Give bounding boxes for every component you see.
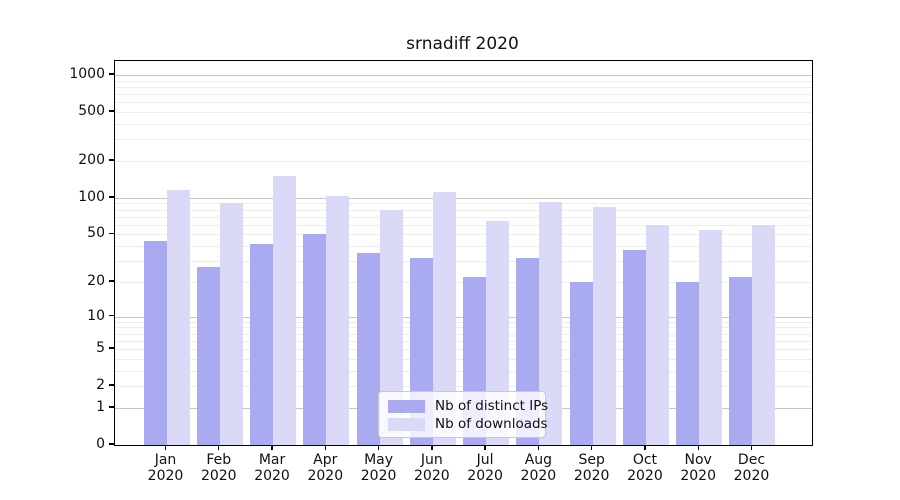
x-axis-tick: [697, 445, 699, 451]
x-axis-tick: [644, 445, 646, 451]
minor-gridline: [115, 160, 812, 162]
x-axis-tick: [324, 445, 326, 451]
bar-distinct-ips-dec: [729, 277, 753, 445]
bar-distinct-ips-may: [356, 253, 380, 445]
y-axis-tick: [109, 159, 114, 161]
bar-distinct-ips-nov: [676, 281, 700, 445]
legend-swatch-downloads: [388, 417, 425, 431]
legend-swatch-distinct-ips: [388, 399, 425, 413]
legend-label-distinct-ips: Nb of distinct IPs: [435, 398, 549, 414]
x-axis-label: Apr 2020: [307, 452, 344, 484]
y-axis-tick: [109, 280, 114, 282]
x-axis-tick: [590, 445, 593, 451]
bar-distinct-ips-mar: [250, 243, 274, 445]
y-axis-label: 50: [87, 225, 105, 242]
minor-gridline: [115, 86, 812, 88]
minor-gridline: [115, 112, 812, 114]
y-axis-label: 0: [96, 436, 105, 452]
y-axis-label: 200: [78, 151, 105, 168]
x-axis-label: Nov 2020: [680, 452, 716, 484]
legend-entry-distinct-ips: Nb of distinct IPs: [388, 398, 548, 414]
bar-downloads-jan: [166, 189, 190, 445]
bar-downloads-dec: [752, 224, 776, 445]
x-axis-tick: [271, 445, 273, 451]
x-axis-tick: [164, 445, 167, 451]
y-axis-tick: [109, 347, 114, 349]
plot-area: [114, 60, 813, 446]
major-gridline: [115, 197, 812, 199]
bar-downloads-jul: [486, 221, 510, 445]
y-axis-tick: [109, 196, 114, 198]
x-axis-tick: [750, 445, 753, 451]
minor-gridline: [115, 94, 812, 96]
y-axis-tick: [109, 110, 114, 112]
major-gridline: [115, 75, 812, 76]
y-axis-label: 1: [96, 398, 105, 415]
y-axis-label: 2: [96, 377, 105, 394]
x-axis-label: Dec 2020: [733, 452, 770, 484]
bar-downloads-apr: [326, 195, 350, 445]
y-axis-label: 20: [87, 272, 105, 289]
bar-distinct-ips-apr: [303, 234, 327, 445]
y-axis-tick: [109, 384, 114, 386]
x-axis-label: Mar 2020: [254, 452, 290, 484]
y-axis-label: 1000: [69, 66, 105, 82]
minor-gridline: [115, 224, 812, 226]
x-axis-tick: [431, 445, 433, 451]
y-axis-label: 100: [78, 188, 105, 205]
bar-distinct-ips-feb: [196, 266, 220, 445]
minor-gridline: [115, 80, 812, 82]
y-axis-label: 10: [87, 307, 105, 324]
x-axis-label: Feb 2020: [200, 452, 237, 484]
x-axis-tick: [537, 445, 540, 451]
minor-gridline: [115, 139, 812, 141]
x-axis-tick: [484, 445, 486, 451]
x-axis-label: Sep 2020: [573, 452, 610, 484]
minor-gridline: [115, 246, 812, 248]
minor-gridline: [115, 261, 812, 263]
bar-downloads-sep: [592, 207, 616, 445]
bar-downloads-nov: [699, 230, 723, 445]
x-axis-label: Aug 2020: [520, 452, 557, 484]
minor-gridline: [115, 203, 812, 205]
bar-distinct-ips-sep: [569, 281, 593, 445]
legend-label-downloads: Nb of downloads: [435, 416, 548, 432]
minor-gridline: [115, 209, 812, 211]
bar-downloads-aug: [539, 201, 563, 445]
bar-downloads-feb: [219, 203, 243, 445]
y-axis-tick: [109, 314, 114, 317]
x-axis-label: Jun 2020: [414, 452, 450, 484]
minor-gridline: [115, 216, 812, 218]
legend-entry-downloads: Nb of downloads: [388, 416, 548, 432]
bar-downloads-oct: [645, 224, 669, 445]
x-axis-label: Jul 2020: [467, 452, 503, 484]
x-axis-tick: [218, 445, 220, 451]
y-axis-tick: [109, 406, 114, 408]
x-axis-label: Oct 2020: [627, 452, 663, 484]
bar-distinct-ips-oct: [622, 250, 646, 445]
legend: Nb of distinct IPs Nb of downloads: [378, 391, 548, 438]
minor-gridline: [115, 234, 812, 236]
y-axis-tick: [109, 232, 114, 235]
x-axis-label: May 2020: [360, 452, 397, 484]
minor-gridline: [115, 102, 812, 104]
y-axis-tick: [109, 73, 114, 75]
chart-title: srnadiff 2020: [406, 34, 519, 54]
y-axis-label: 500: [78, 103, 105, 120]
bar-downloads-jun: [432, 191, 456, 445]
bar-distinct-ips-jan: [143, 241, 167, 445]
bar-downloads-mar: [273, 176, 297, 445]
x-axis-label: Jan 2020: [147, 452, 184, 484]
x-axis-tick: [377, 445, 380, 451]
y-axis-label: 5: [96, 340, 105, 357]
y-axis-tick: [109, 443, 114, 445]
minor-gridline: [115, 123, 812, 125]
bar-downloads-may: [379, 210, 403, 445]
